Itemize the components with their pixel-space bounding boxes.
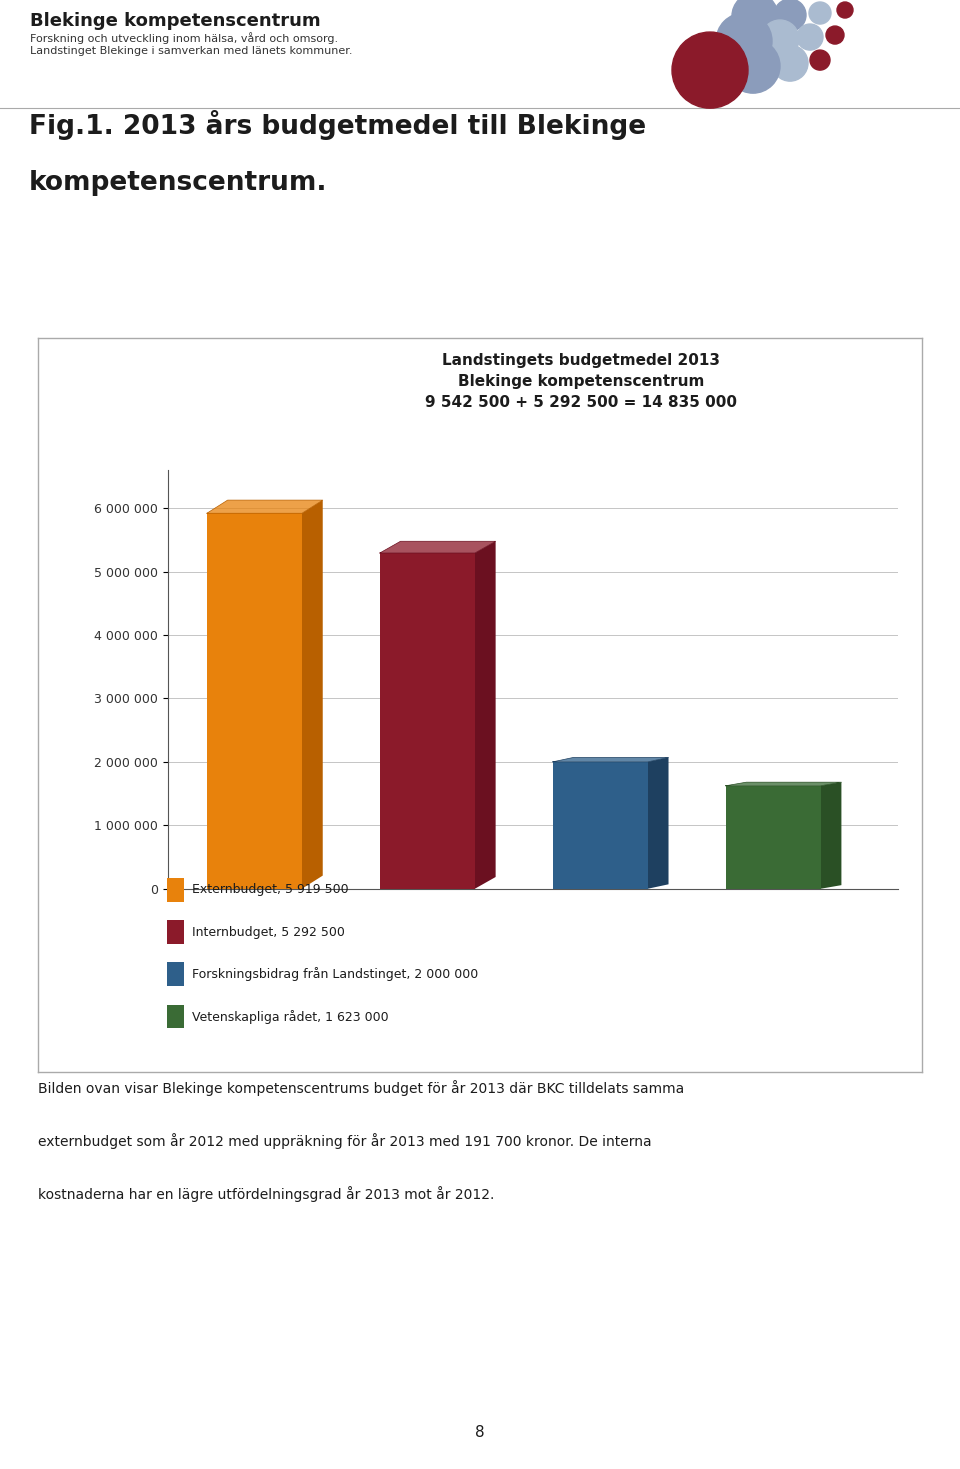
Text: kostnaderna har en lägre utfördelningsgrad år 2013 mot år 2012.: kostnaderna har en lägre utfördelningsgr… [38,1187,494,1202]
Text: Vetenskapliga rådet, 1 623 000: Vetenskapliga rådet, 1 623 000 [192,1009,389,1024]
FancyBboxPatch shape [167,962,184,986]
Polygon shape [648,758,668,889]
Polygon shape [821,782,841,889]
Circle shape [810,50,830,71]
Polygon shape [380,541,495,552]
Text: Blekinge kompetenscentrum: Blekinge kompetenscentrum [30,12,321,29]
Text: Landstinget Blekinge i samverkan med länets kommuner.: Landstinget Blekinge i samverkan med län… [30,46,352,56]
Circle shape [772,46,808,81]
Circle shape [672,32,748,109]
Bar [553,762,648,889]
Circle shape [716,13,772,69]
Circle shape [774,0,806,31]
Circle shape [732,0,778,40]
Bar [726,786,821,889]
Polygon shape [302,499,323,889]
Text: Externbudget, 5 919 500: Externbudget, 5 919 500 [192,883,349,896]
Circle shape [797,24,823,50]
Text: Internbudget, 5 292 500: Internbudget, 5 292 500 [192,925,346,939]
Text: externbudget som år 2012 med uppräkning för år 2013 med 191 700 kronor. De inter: externbudget som år 2012 med uppräkning … [38,1133,652,1149]
Circle shape [761,21,799,59]
Bar [380,552,475,889]
Polygon shape [207,499,323,513]
Circle shape [809,1,831,24]
Text: kompetenscentrum.: kompetenscentrum. [29,170,327,195]
FancyBboxPatch shape [167,1005,184,1028]
Bar [207,513,302,889]
Circle shape [826,26,844,44]
Polygon shape [726,782,841,786]
Polygon shape [475,541,495,889]
Polygon shape [553,758,668,762]
Circle shape [837,1,853,18]
FancyBboxPatch shape [167,920,184,945]
Text: Landstingets budgetmedel 2013
Blekinge kompetenscentrum
9 542 500 + 5 292 500 = : Landstingets budgetmedel 2013 Blekinge k… [424,353,737,410]
Text: 8: 8 [475,1425,485,1440]
Text: Forskningsbidrag från Landstinget, 2 000 000: Forskningsbidrag från Landstinget, 2 000… [192,967,479,981]
Text: Bilden ovan visar Blekinge kompetenscentrums budget för år 2013 där BKC tilldela: Bilden ovan visar Blekinge kompetenscent… [38,1080,684,1096]
Circle shape [726,40,780,93]
Text: Forskning och utveckling inom hälsa, vård och omsorg.: Forskning och utveckling inom hälsa, vår… [30,32,338,44]
Text: Fig.1. 2013 års budgetmedel till Blekinge: Fig.1. 2013 års budgetmedel till Bleking… [29,110,646,140]
FancyBboxPatch shape [167,878,184,902]
